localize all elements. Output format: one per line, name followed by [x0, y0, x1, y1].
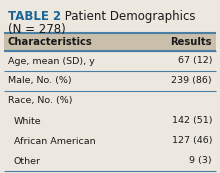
Bar	[4, 111, 216, 131]
Text: 9 (3): 9 (3)	[189, 157, 212, 166]
Bar	[4, 51, 216, 71]
Bar	[4, 151, 216, 171]
Text: Patient Demographics: Patient Demographics	[61, 10, 196, 23]
Text: 67 (12): 67 (12)	[178, 57, 212, 66]
Text: Characteristics: Characteristics	[8, 37, 93, 47]
Text: 239 (86): 239 (86)	[171, 76, 212, 85]
Bar	[4, 131, 216, 151]
Text: African American: African American	[14, 136, 96, 145]
Text: 142 (51): 142 (51)	[172, 116, 212, 125]
Bar	[4, 71, 216, 91]
Text: Other: Other	[14, 157, 41, 166]
Text: Results: Results	[170, 37, 212, 47]
Text: TABLE 2: TABLE 2	[8, 10, 61, 23]
Bar	[4, 33, 216, 51]
Text: White: White	[14, 116, 42, 125]
Text: 127 (46): 127 (46)	[172, 136, 212, 145]
Bar	[4, 91, 216, 111]
Text: Age, mean (SD), y: Age, mean (SD), y	[8, 57, 95, 66]
Text: Male, No. (%): Male, No. (%)	[8, 76, 72, 85]
Text: (N = 278): (N = 278)	[8, 23, 66, 36]
Text: Race, No. (%): Race, No. (%)	[8, 97, 73, 106]
